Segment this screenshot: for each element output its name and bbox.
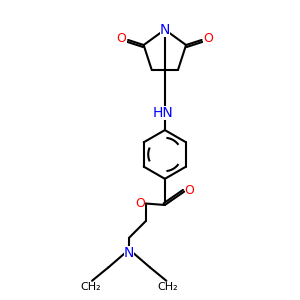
Text: O: O: [184, 184, 194, 196]
Text: O: O: [203, 32, 213, 45]
Text: CH₂: CH₂: [80, 282, 101, 292]
Text: CH₂: CH₂: [158, 282, 178, 292]
Text: N: N: [124, 245, 134, 260]
Text: HN: HN: [153, 106, 174, 120]
Text: O: O: [117, 32, 127, 45]
Text: N: N: [160, 22, 170, 37]
Text: O: O: [135, 197, 145, 210]
